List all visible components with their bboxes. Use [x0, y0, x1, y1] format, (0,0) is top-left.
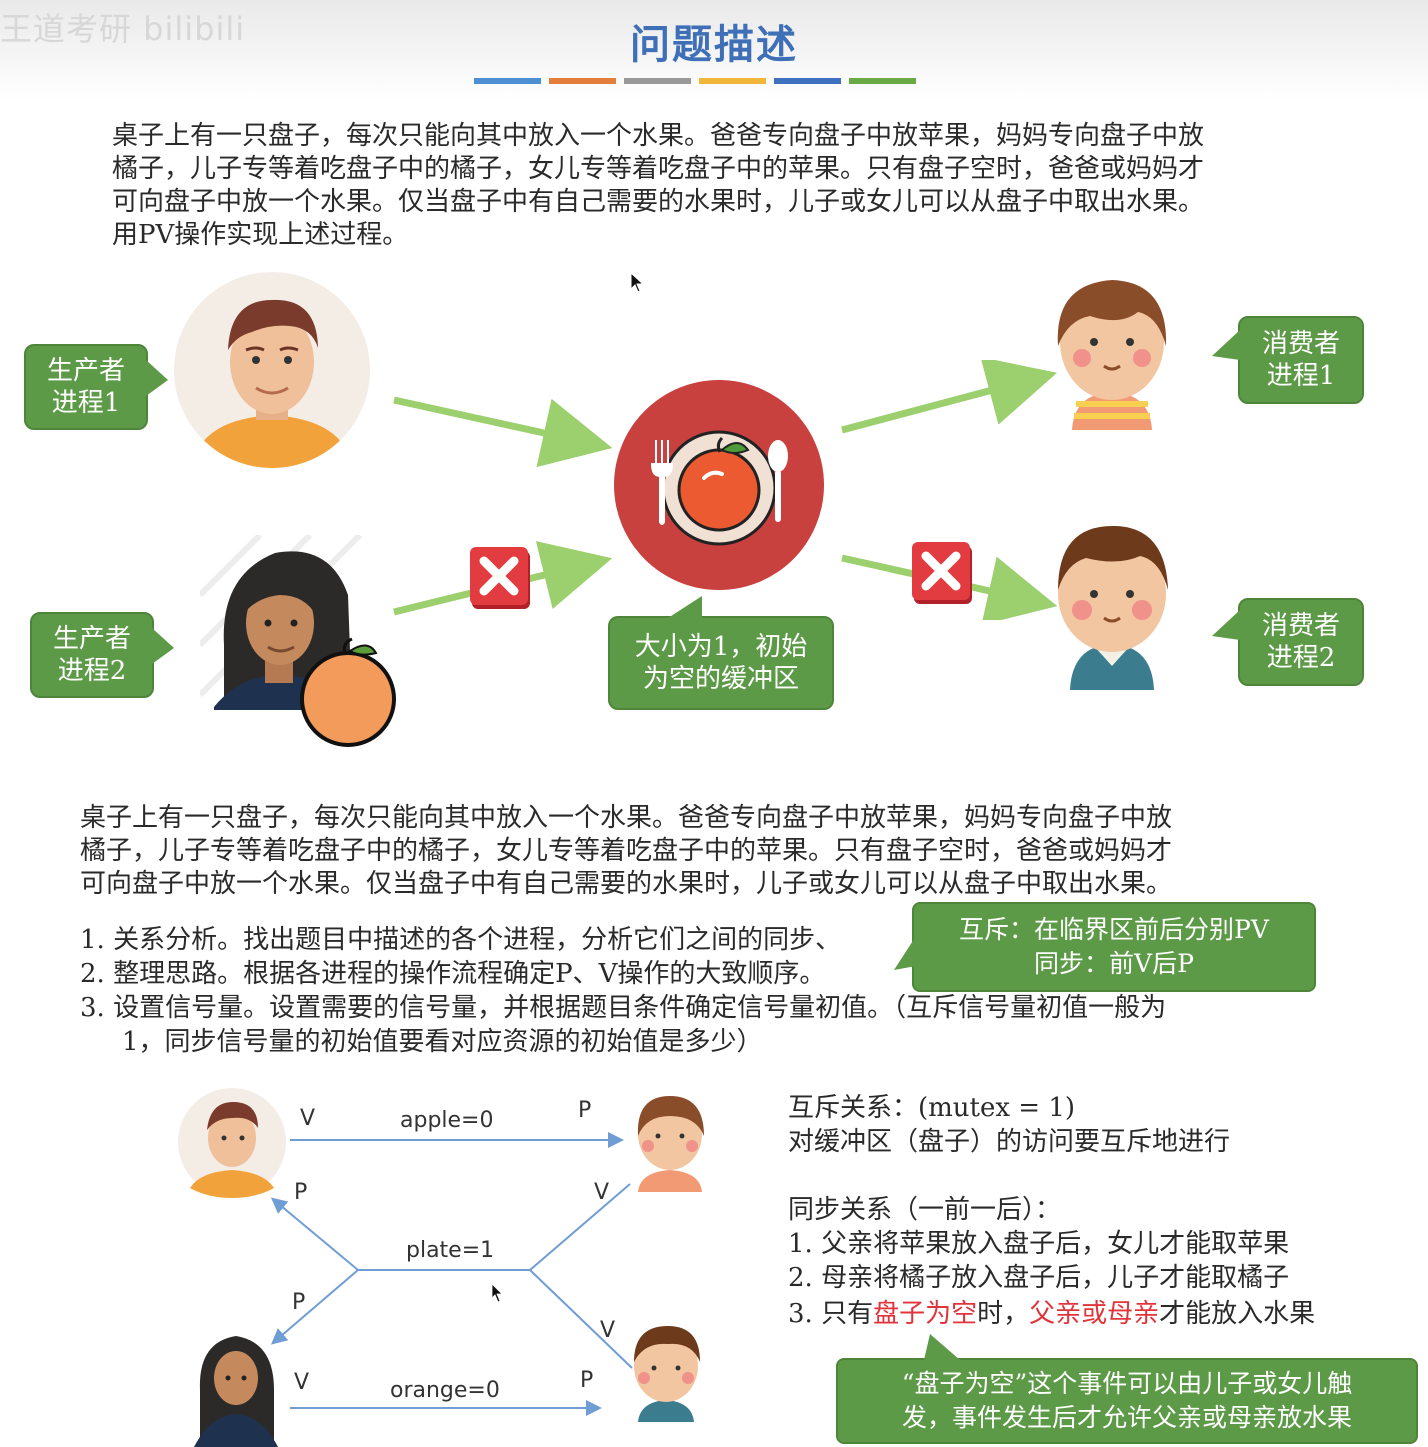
step-3: 3. 设置信号量。设置需要的信号量，并根据题目条件确定信号量初值。（互斥信号量初… [80, 993, 1167, 1023]
label-line: 消费者 [1261, 611, 1340, 641]
producer2-label: 生产者 进程2 [30, 612, 154, 698]
recap-paragraph: 桌子上有一只盘子，每次只能向其中放入一个水果。爸爸专向盘子中放苹果，妈妈专向盘子… [80, 802, 1172, 901]
title-bar [774, 78, 841, 84]
callout-pointer [152, 628, 174, 664]
sync-item-3: 3. 只有盘子为空时，父亲或母亲才能放入水果 [788, 1298, 1315, 1331]
sync-item-3-suffix: 才能放入水果 [1159, 1299, 1316, 1329]
mutex-description: 对缓冲区（盘子）的访问要互斥地进行 [788, 1127, 1231, 1157]
diagram-father-avatar [178, 1088, 286, 1198]
label-line: 进程1 [51, 388, 121, 418]
v-label: V [294, 1370, 310, 1395]
mother-avatar [200, 535, 396, 747]
label-line: 进程2 [57, 656, 127, 686]
sync-item-3-prefix: 3. 只有 [788, 1299, 874, 1329]
label-line: 为空的缓冲区 [642, 664, 799, 694]
mutex-relation: 互斥关系：(mutex = 1) [788, 1093, 1076, 1123]
label-line: 进程2 [1266, 643, 1336, 673]
father-avatar [174, 272, 370, 468]
diagram-mother-avatar [194, 1336, 278, 1447]
v-label: V [600, 1318, 616, 1343]
pv-diagram [178, 1088, 704, 1447]
tip-line: 互斥：在临界区前后分别PV [959, 915, 1269, 944]
pv-tip-callout: 互斥：在临界区前后分别PV 同步：前V后P [912, 902, 1316, 992]
slide-header: 王道考研 bilibili 问题描述 [0, 0, 1428, 100]
callout-pointer [924, 1334, 960, 1360]
intro-line: 橘子，儿子专等着吃盘子中的橘子，女儿专等着吃盘子中的苹果。只有盘子空时，爸爸或妈… [112, 154, 1205, 184]
callout-pointer [668, 596, 702, 618]
daughter-avatar [1057, 280, 1167, 430]
title-bar [699, 78, 766, 84]
title-underline-bars [474, 78, 916, 84]
plate-icon [614, 380, 824, 590]
diagram-daughter-avatar [637, 1096, 704, 1192]
intro-paragraph: 桌子上有一只盘子，每次只能向其中放入一个水果。爸爸专向盘子中放苹果，妈妈专向盘子… [112, 120, 1204, 252]
slide-title: 问题描述 [630, 22, 798, 68]
recap-line: 橘子，儿子专等着吃盘子中的橘子，女儿专等着吃盘子中的苹果。只有盘子空时，爸爸或妈… [80, 836, 1173, 866]
son-avatar [1058, 525, 1168, 690]
title-bar [849, 78, 916, 84]
sync-item-2: 2. 母亲将橘子放入盘子后，儿子才能取橘子 [788, 1263, 1290, 1293]
block-x-icon [912, 542, 972, 604]
plate-to-father [270, 1197, 359, 1271]
p-label: P [294, 1180, 308, 1205]
block-x-icon [470, 547, 530, 609]
daughter-to-plate [529, 1183, 631, 1271]
sync-item-3-mid: 时， [977, 1299, 1030, 1329]
sync-item-1: 1. 父亲将苹果放入盘子后，女儿才能取苹果 [788, 1229, 1290, 1259]
son-to-plate [529, 1269, 633, 1369]
plate-empty-note: “盘子为空”这个事件可以由儿子或女儿触 发，事件发生后才允许父亲或母亲放水果 [836, 1358, 1418, 1444]
recap-line: 可向盘子中放一个水果。仅当盘子中有自己需要的水果时，儿子或女儿可以从盘子中取出水… [80, 869, 1173, 899]
note-line: 发，事件发生后才允许父亲或母亲放水果 [901, 1403, 1352, 1432]
highlight-plate-empty: 盘子为空 [873, 1299, 978, 1329]
step-2: 2. 整理思路。根据各进程的操作流程确定P、V操作的大致顺序。 [80, 959, 826, 989]
label-line: 生产者 [46, 356, 125, 386]
apple-label: apple=0 [400, 1108, 494, 1133]
plate-label: plate=1 [406, 1238, 495, 1263]
v-label: V [300, 1106, 316, 1131]
v-label: V [594, 1180, 610, 1205]
recap-line: 桌子上有一只盘子，每次只能向其中放入一个水果。爸爸专向盘子中放苹果，妈妈专向盘子… [80, 803, 1173, 833]
intro-line: 可向盘子中放一个水果。仅当盘子中有自己需要的水果时，儿子或女儿可以从盘子中取出水… [112, 187, 1205, 217]
plate-to-mother [270, 1269, 359, 1345]
highlight-parents: 父亲或母亲 [1029, 1299, 1160, 1329]
step-1: 1. 关系分析。找出题目中描述的各个进程，分析它们之间的同步、 [80, 925, 842, 955]
label-line: 大小为1，初始 [634, 632, 808, 662]
consumer1-label: 消费者 进程1 [1238, 316, 1364, 404]
note-line: “盘子为空”这个事件可以由儿子或女儿触 [901, 1369, 1353, 1398]
callout-pointer [1212, 610, 1240, 640]
intro-line: 桌子上有一只盘子，每次只能向其中放入一个水果。爸爸专向盘子中放苹果，妈妈专向盘子… [112, 121, 1205, 151]
consumer2-label: 消费者 进程2 [1238, 598, 1364, 686]
title-bar [624, 78, 691, 84]
sync-title: 同步关系（一前一后）： [788, 1195, 1062, 1225]
label-line: 进程1 [1266, 361, 1336, 391]
p-label: P [580, 1368, 594, 1393]
diagram-son-avatar [634, 1326, 700, 1422]
p-label: P [292, 1290, 306, 1315]
label-line: 消费者 [1261, 329, 1340, 359]
title-bar [549, 78, 616, 84]
arrow-consumer1 [841, 360, 1058, 434]
producer1-label: 生产者 进程1 [24, 344, 148, 430]
title-bar [474, 78, 541, 84]
callout-pointer [146, 360, 168, 396]
intro-line: 用PV操作实现上述过程。 [112, 220, 409, 250]
watermark: 王道考研 bilibili [0, 10, 246, 48]
p-label: P [578, 1098, 592, 1123]
step-3-continued: 1，同步信号量的初始值要看对应资源的初始值是多少） [122, 1027, 763, 1057]
mouse-cursor-icon [491, 1283, 503, 1303]
arrow-producer1 [393, 396, 613, 468]
mouse-cursor-icon [630, 272, 645, 293]
callout-pointer [1212, 330, 1240, 360]
callout-pointer [894, 936, 916, 970]
tip-line: 同步：前V后P [1034, 949, 1194, 978]
orange-label: orange=0 [390, 1378, 500, 1403]
buffer-label: 大小为1，初始 为空的缓冲区 [608, 616, 834, 710]
label-line: 生产者 [52, 624, 131, 654]
